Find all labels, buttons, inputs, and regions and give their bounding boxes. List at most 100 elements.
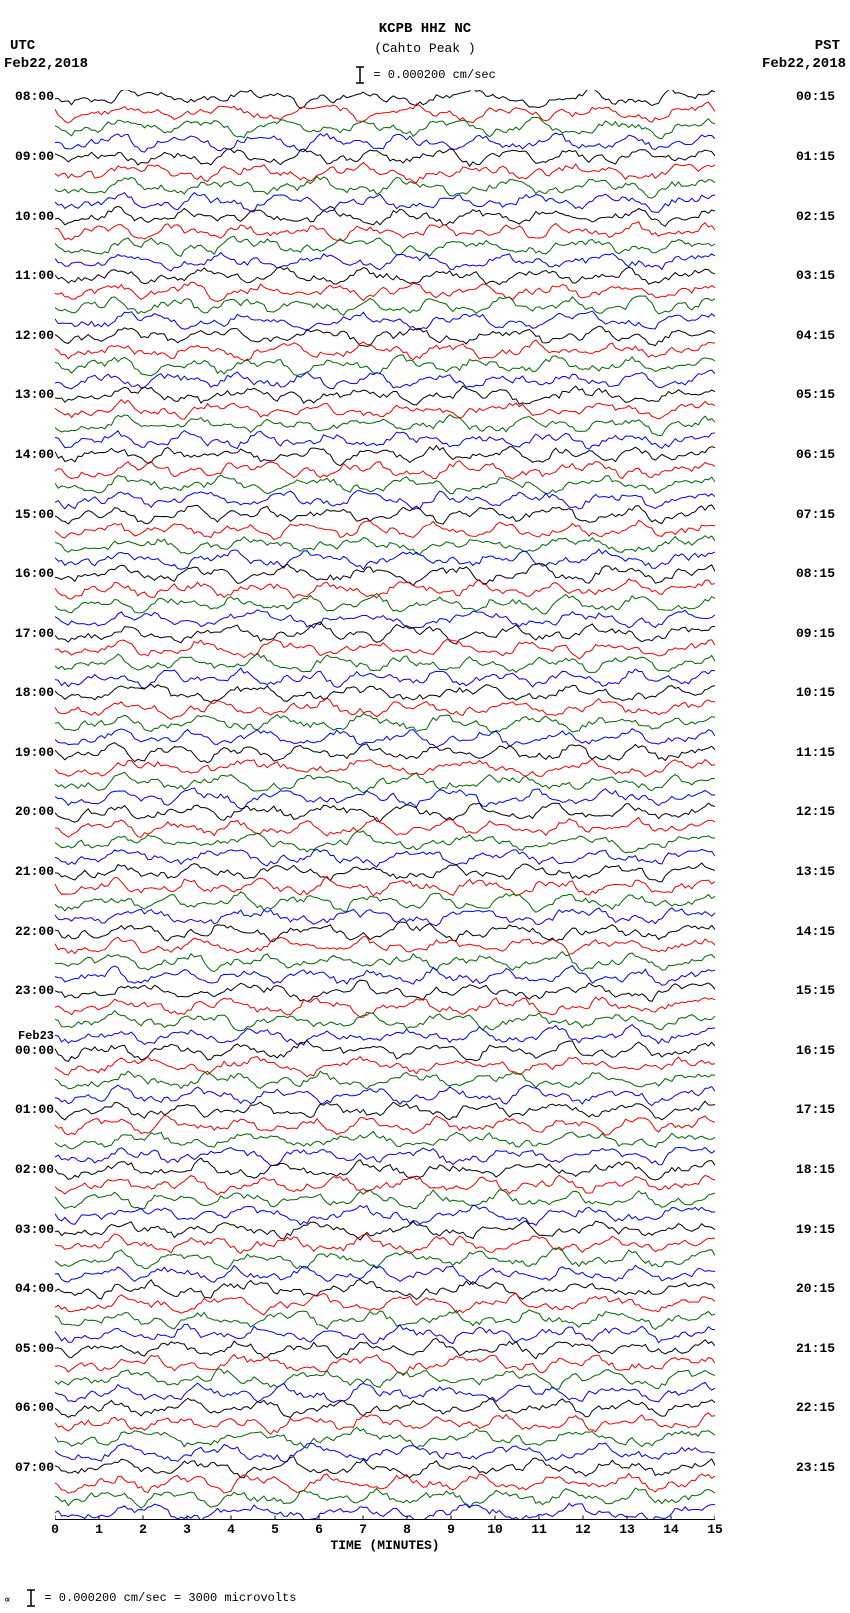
trace-line xyxy=(55,1310,715,1330)
trace-line xyxy=(55,296,715,315)
trace-line xyxy=(55,222,715,241)
trace-line xyxy=(55,668,715,688)
right-hour-label: 22:15 xyxy=(796,1400,844,1415)
trace-line xyxy=(55,743,715,763)
right-hour-label: 00:15 xyxy=(796,89,844,104)
trace-line xyxy=(55,1503,715,1520)
trace-line xyxy=(55,831,715,853)
trace-line xyxy=(55,579,715,599)
trace-line xyxy=(55,431,715,450)
trace-line xyxy=(55,267,715,284)
trace-line xyxy=(55,1355,715,1374)
trace-line xyxy=(55,1280,715,1300)
right-hour-label: 10:15 xyxy=(796,685,844,700)
right-hour-label: 15:15 xyxy=(796,983,844,998)
left-hour-label: 08:00 xyxy=(6,89,54,104)
trace-line xyxy=(55,1398,715,1417)
trace-line xyxy=(55,937,715,955)
right-hour-label: 11:15 xyxy=(796,745,844,760)
right-hour-label: 05:15 xyxy=(796,387,844,402)
footer-bar-icon: ∝ xyxy=(4,1591,44,1605)
x-tick-label: 13 xyxy=(617,1522,637,1537)
right-hour-label: 03:15 xyxy=(796,268,844,283)
trace-line xyxy=(55,876,715,896)
trace-line xyxy=(55,1265,715,1284)
trace-line xyxy=(55,461,715,480)
x-tick-label: 11 xyxy=(529,1522,549,1537)
left-hour-label: 10:00 xyxy=(6,209,54,224)
right-hour-label: 19:15 xyxy=(796,1222,844,1237)
trace-line xyxy=(55,1413,715,1435)
trace-line xyxy=(55,788,715,809)
right-hour-label: 13:15 xyxy=(796,864,844,879)
trace-line xyxy=(55,536,715,555)
left-hour-label: 07:00 xyxy=(6,1460,54,1475)
x-tick-label: 14 xyxy=(661,1522,681,1537)
right-hour-label: 04:15 xyxy=(796,328,844,343)
trace-line xyxy=(55,520,715,539)
left-hour-label: 00:00 xyxy=(6,1043,54,1058)
left-hour-label: 06:00 xyxy=(6,1400,54,1415)
x-tick-label: 6 xyxy=(309,1522,329,1537)
left-hour-label: 20:00 xyxy=(6,804,54,819)
right-hour-label: 01:15 xyxy=(796,149,844,164)
trace-line xyxy=(55,610,715,629)
trace-line xyxy=(55,1248,715,1269)
trace-line xyxy=(55,1011,715,1031)
trace-line xyxy=(55,117,715,139)
trace-line xyxy=(55,1147,715,1165)
trace-line xyxy=(55,1382,715,1402)
trace-line xyxy=(55,1474,715,1494)
x-tick-label: 4 xyxy=(221,1522,241,1537)
trace-line xyxy=(55,564,715,586)
trace-line xyxy=(55,714,715,733)
helicorder-svg xyxy=(55,90,715,1520)
x-tick-label: 10 xyxy=(485,1522,505,1537)
footer-scale: ∝ = 0.000200 cm/sec = 3000 microvolts xyxy=(4,1589,296,1607)
trace-line xyxy=(55,1324,715,1344)
x-tick-label: 9 xyxy=(441,1522,461,1537)
trace-line xyxy=(55,818,715,838)
svg-text:∝: ∝ xyxy=(4,1593,11,1606)
trace-line xyxy=(55,206,715,226)
trace-line xyxy=(55,1085,715,1105)
trace-line xyxy=(55,1101,715,1120)
trace-line xyxy=(55,491,715,510)
trace-line xyxy=(55,90,715,109)
left-hour-label: 16:00 xyxy=(6,566,54,581)
trace-line xyxy=(55,415,715,436)
trace-line xyxy=(55,1116,715,1136)
scale-text: = 0.000200 cm/sec xyxy=(373,68,495,82)
left-hour-label: 09:00 xyxy=(6,149,54,164)
right-hour-label: 08:15 xyxy=(796,566,844,581)
trace-line xyxy=(55,1443,715,1462)
left-hour-label: 04:00 xyxy=(6,1281,54,1296)
x-tick-label: 3 xyxy=(177,1522,197,1537)
trace-line xyxy=(55,1205,715,1225)
right-hour-label: 12:15 xyxy=(796,804,844,819)
left-hour-label: 21:00 xyxy=(6,864,54,879)
trace-line xyxy=(55,400,715,420)
trace-line xyxy=(55,640,715,659)
trace-line xyxy=(55,163,715,183)
tz-left-label: UTC xyxy=(10,38,35,54)
helicorder-plot xyxy=(55,90,715,1520)
trace-line xyxy=(55,133,715,152)
trace-line xyxy=(55,1175,715,1195)
trace-line xyxy=(55,370,715,389)
x-tick-label: 1 xyxy=(89,1522,109,1537)
right-hour-label: 16:15 xyxy=(796,1043,844,1058)
left-hour-label: 17:00 xyxy=(6,626,54,641)
location-line: (Cahto Peak ) xyxy=(0,40,850,58)
trace-line xyxy=(55,1293,715,1315)
scale-indicator: = 0.000200 cm/sec xyxy=(0,66,850,84)
trace-line xyxy=(55,594,715,614)
trace-line xyxy=(55,1025,715,1045)
trace-line xyxy=(55,326,715,346)
scale-bar-icon xyxy=(354,66,366,84)
trace-line xyxy=(55,549,715,569)
left-hour-label: 02:00 xyxy=(6,1162,54,1177)
x-tick-label: 5 xyxy=(265,1522,285,1537)
trace-line xyxy=(55,282,715,302)
right-hour-label: 21:15 xyxy=(796,1341,844,1356)
